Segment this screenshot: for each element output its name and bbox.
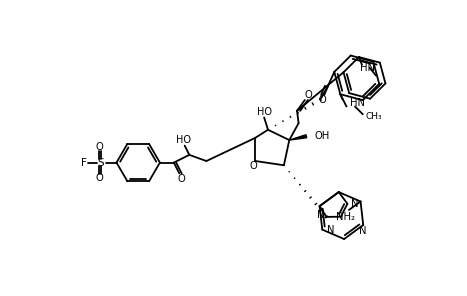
Text: N: N [327, 225, 334, 235]
Text: CH₃: CH₃ [366, 112, 382, 121]
Text: N: N [317, 210, 324, 220]
Text: NH₂: NH₂ [336, 212, 354, 222]
Text: OH: OH [314, 131, 329, 141]
Text: N: N [360, 226, 367, 236]
Text: S: S [98, 157, 104, 168]
Text: O: O [96, 142, 104, 152]
Text: O: O [318, 95, 326, 105]
Text: HO: HO [176, 135, 191, 145]
Text: HO: HO [257, 107, 272, 117]
Text: N: N [351, 199, 359, 209]
Text: HN: HN [350, 99, 365, 108]
Polygon shape [289, 135, 307, 140]
Text: O: O [178, 174, 185, 184]
Text: F: F [81, 157, 87, 168]
Text: O: O [96, 173, 104, 183]
Text: HN: HN [361, 63, 375, 73]
Text: O: O [305, 90, 312, 100]
Text: O: O [249, 161, 257, 170]
